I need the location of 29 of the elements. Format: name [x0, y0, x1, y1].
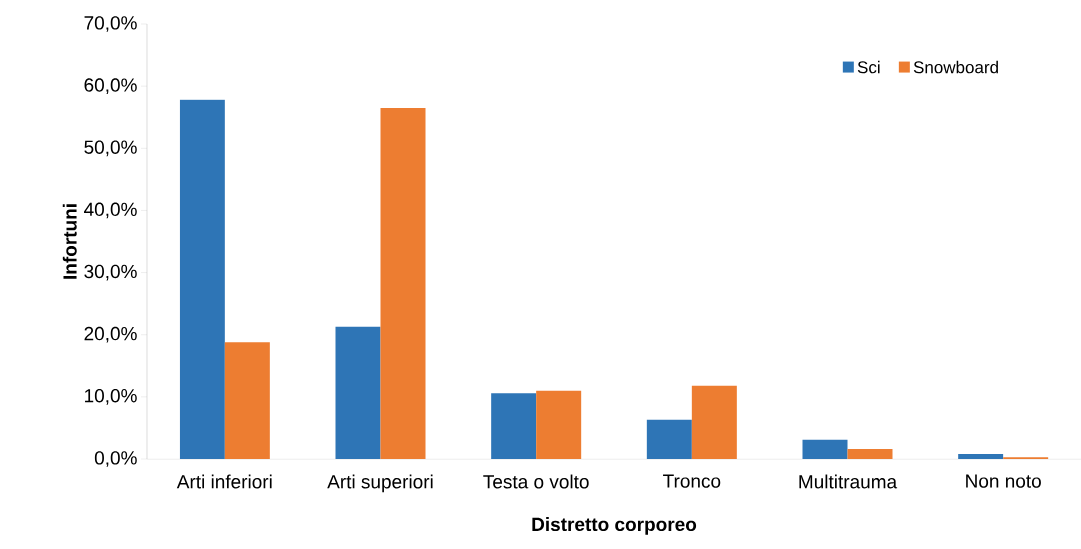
bar [802, 439, 848, 459]
bar [224, 342, 270, 459]
bar [536, 390, 582, 459]
y-tick-label: 0,0% [94, 451, 137, 467]
y-tick-label: 50,0% [84, 140, 137, 157]
bar [691, 385, 737, 459]
x-tick-label: Testa o volto [483, 474, 589, 489]
y-tick-label: 10,0% [85, 389, 137, 405]
x-axis-title: Distretto corporeo [532, 517, 697, 535]
y-tick-label: 20,0% [84, 326, 137, 343]
bar [179, 99, 225, 459]
x-tick-label: Arti superiori [327, 474, 433, 493]
bar [958, 454, 1004, 459]
legend-label: Snowboard [913, 60, 998, 74]
y-tick-label: 70,0% [84, 16, 137, 32]
y-tick-label: 40,0% [84, 202, 137, 219]
x-tick-label: Arti inferiori [176, 474, 272, 489]
legend-label: Sci [857, 60, 880, 74]
y-axis-title: Infortuni [62, 204, 77, 279]
bar [646, 419, 692, 459]
bar [335, 326, 381, 459]
bar [847, 449, 893, 459]
bar [380, 107, 426, 459]
x-tick-label: Tronco [663, 474, 721, 488]
bar [491, 393, 537, 459]
y-tick-label: 30,0% [84, 264, 137, 281]
y-tick-label: 60,0% [84, 78, 137, 94]
x-tick-label: Non noto [966, 474, 1041, 488]
x-tick-label: Multitrauma [799, 474, 898, 489]
